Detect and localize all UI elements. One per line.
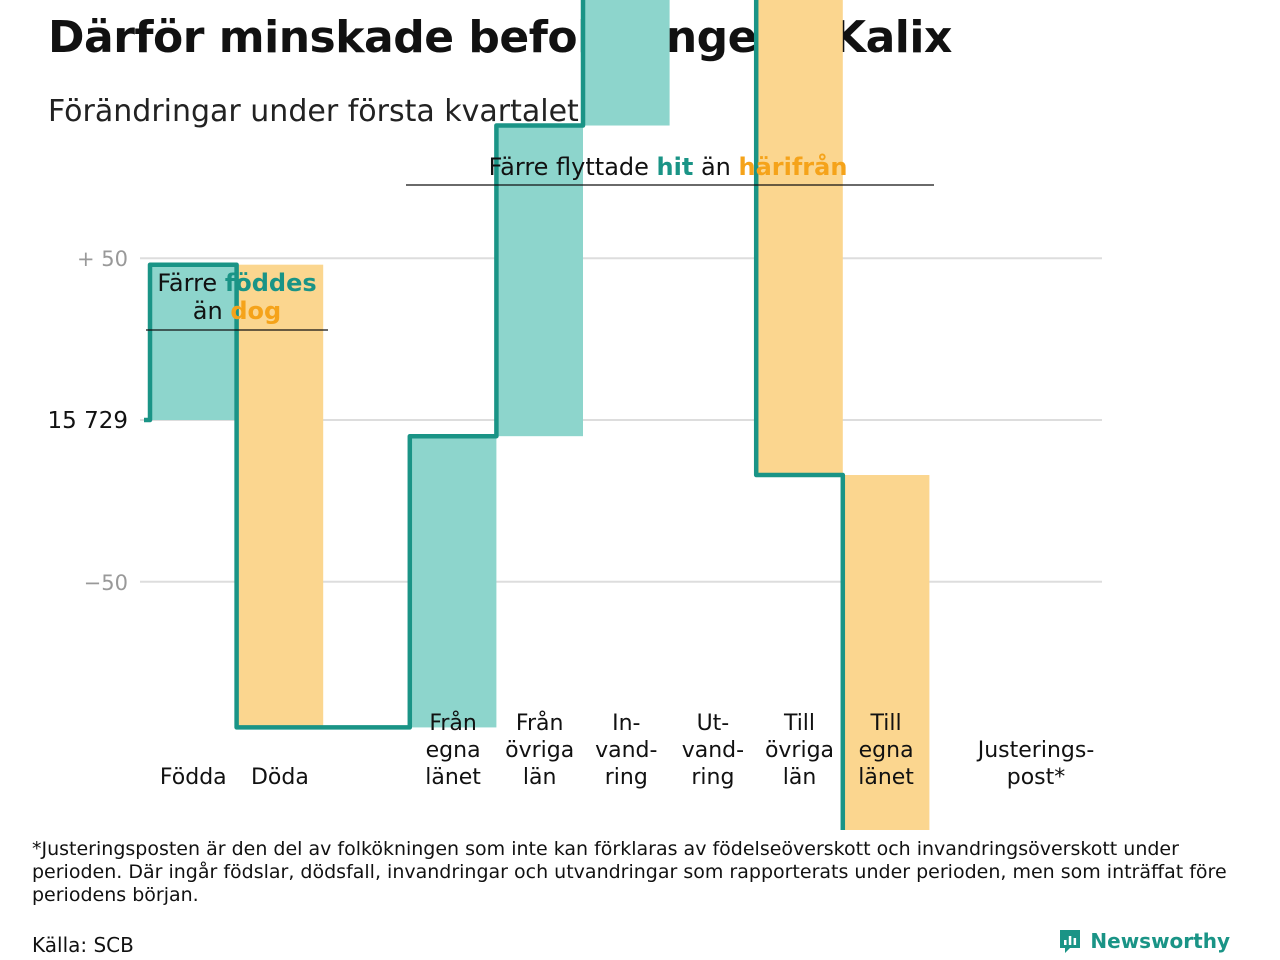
step-line <box>144 0 846 830</box>
x-axis-label: övriga <box>505 738 574 763</box>
x-axis-label: egna <box>859 738 914 763</box>
x-axis-label: vand- <box>682 738 744 763</box>
source-label: Källa: SCB <box>32 933 134 957</box>
bar <box>150 264 237 420</box>
x-axis-label: Till <box>870 711 902 736</box>
chart-subtitle: Förändringar under första kvartalet 2023 <box>48 94 665 129</box>
y-tick-label: + 50 <box>77 247 128 271</box>
y-tick-label: −50 <box>84 571 128 595</box>
annotation-births-deaths: Färre föddes <box>157 269 316 297</box>
bar <box>842 475 930 830</box>
x-axis-label: övriga <box>765 738 834 763</box>
x-axis-label: In- <box>612 711 640 736</box>
x-axis-label: Från <box>429 710 477 736</box>
x-axis-label: länet <box>425 765 481 790</box>
x-axis-label: Döda <box>251 765 309 790</box>
x-axis-label: ring <box>691 765 734 790</box>
bar <box>756 0 843 476</box>
x-axis-label: län <box>523 765 557 790</box>
start-value-label: 15 729 <box>48 408 128 434</box>
x-axis-label: länet <box>858 765 914 790</box>
x-axis-label: ring <box>605 765 648 790</box>
x-axis-label: post* <box>1007 765 1066 790</box>
annotation-migration: Färre flyttade hit än härifrån <box>489 152 848 181</box>
newsworthy-logo-icon <box>1060 930 1081 953</box>
brand-name: Newsworthy <box>1090 929 1230 953</box>
x-axis-label: Födda <box>160 765 227 790</box>
x-axis-label: egna <box>426 738 481 763</box>
newsworthy-logo: Newsworthy <box>1058 928 1230 954</box>
x-axis-label: län <box>783 765 817 790</box>
x-axis-label: Ut- <box>697 711 730 736</box>
bar <box>236 264 324 728</box>
bar <box>496 125 583 437</box>
x-axis-label: vand- <box>595 738 657 763</box>
x-axis-label: Till <box>783 711 815 736</box>
bar <box>409 436 497 728</box>
annotation-births-deaths-line2: än dog <box>193 297 281 325</box>
footnote: *Justeringsposten är den del av folkökni… <box>32 838 1227 906</box>
x-axis-label: Justerings- <box>976 738 1095 763</box>
x-axis-label: Från <box>516 710 564 736</box>
bar <box>583 0 670 126</box>
